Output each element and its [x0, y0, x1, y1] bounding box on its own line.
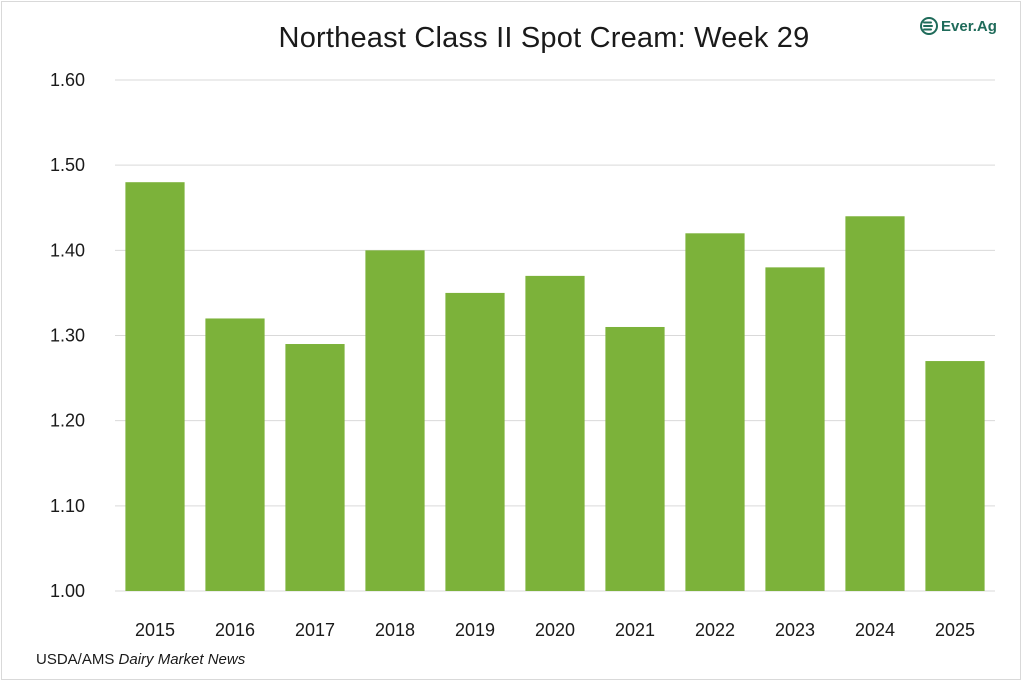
y-tick-label: 1.50	[50, 155, 85, 175]
x-tick-label: 2024	[855, 620, 895, 640]
source-note: USDA/AMS Dairy Market News	[36, 651, 245, 668]
brand-logo: Ever.Ag	[920, 16, 997, 36]
x-tick-label: 2018	[375, 620, 415, 640]
y-tick-label: 1.00	[50, 581, 85, 601]
source-publication: Dairy Market News	[118, 651, 246, 668]
bar-2017	[285, 344, 345, 591]
y-tick-label: 1.60	[50, 70, 85, 90]
bar-2025	[925, 361, 985, 591]
bar-2024	[845, 216, 905, 591]
x-tick-label: 2016	[215, 620, 255, 640]
x-tick-label: 2022	[695, 620, 735, 640]
bar-2022	[685, 233, 745, 592]
chart-title: Northeast Class II Spot Cream: Week 29	[278, 22, 810, 54]
everag-logo-icon	[920, 17, 938, 35]
x-tick-label: 2025	[935, 620, 975, 640]
brand-name: Ever.Ag	[941, 17, 997, 35]
bar-2018	[365, 250, 425, 592]
x-tick-label: 2020	[535, 620, 575, 640]
bar-2023	[765, 267, 825, 591]
bar-2021	[605, 326, 665, 591]
bar-2015	[125, 182, 185, 591]
bar-2020	[525, 275, 585, 591]
y-tick-label: 1.30	[50, 326, 85, 346]
x-tick-label: 2021	[615, 620, 655, 640]
bar-2019	[445, 292, 505, 591]
x-tick-label: 2023	[775, 620, 815, 640]
bar-2016	[205, 318, 265, 591]
x-tick-label: 2017	[295, 620, 335, 640]
y-tick-label: 1.10	[50, 496, 85, 516]
y-tick-label: 1.40	[50, 240, 85, 260]
source-org: USDA/AMS	[36, 651, 115, 668]
x-tick-label: 2015	[135, 620, 175, 640]
x-tick-label: 2019	[455, 620, 495, 640]
y-tick-label: 1.20	[50, 411, 85, 431]
